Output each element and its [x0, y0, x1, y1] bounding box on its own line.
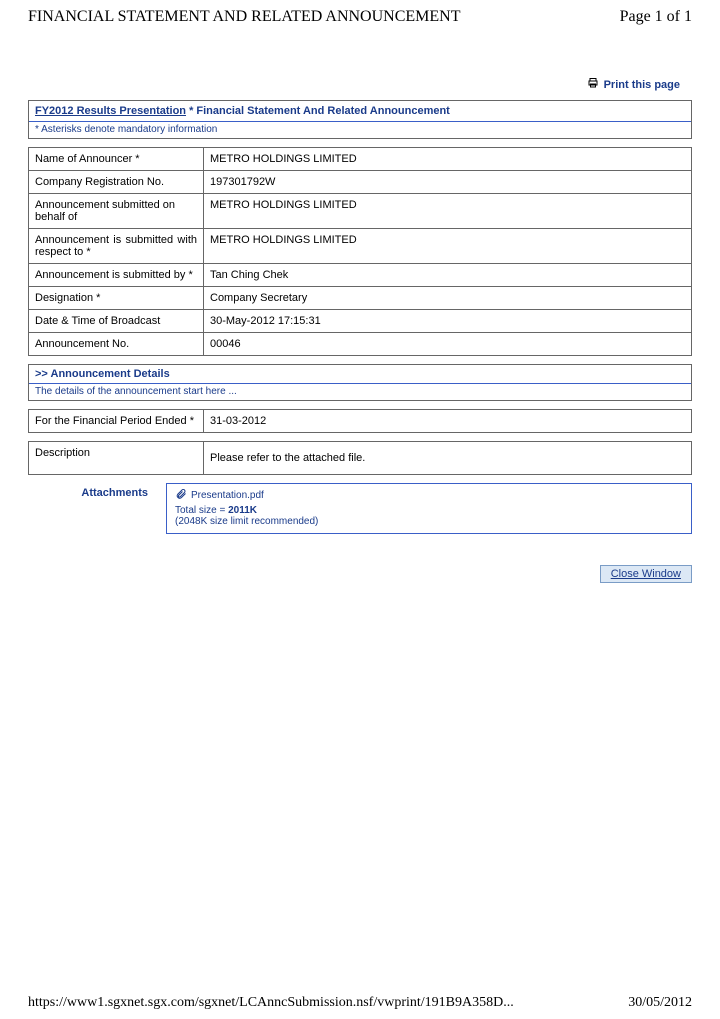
table-row: Name of Announcer *METRO HOLDINGS LIMITE… [29, 148, 692, 171]
page-header: FINANCIAL STATEMENT AND RELATED ANNOUNCE… [28, 8, 692, 26]
info-value: METRO HOLDINGS LIMITED [204, 148, 692, 171]
details-note: The details of the announcement start he… [29, 384, 691, 400]
presentation-link[interactable]: FY2012 Results Presentation [35, 105, 186, 117]
info-value: 30-May-2012 17:15:31 [204, 310, 692, 333]
info-label: Announcement submitted on behalf of [29, 194, 204, 229]
info-value: Company Secretary [204, 287, 692, 310]
mandatory-note: * Asterisks denote mandatory information [29, 122, 691, 138]
table-row: Announcement No.00046 [29, 333, 692, 356]
table-row: Designation *Company Secretary [29, 287, 692, 310]
close-window-button[interactable]: Close Window [600, 565, 692, 583]
table-row: Announcement is submitted by *Tan Ching … [29, 264, 692, 287]
table-row: Announcement submitted on behalf ofMETRO… [29, 194, 692, 229]
period-value: 31-03-2012 [204, 410, 692, 433]
page-footer: https://www1.sgxnet.sgx.com/sgxnet/LCAnn… [28, 995, 692, 1011]
announcement-title: FY2012 Results Presentation * Financial … [29, 101, 691, 122]
details-header-box: >> Announcement Details The details of t… [28, 364, 692, 401]
table-row: Description Please refer to the attached… [29, 442, 692, 475]
table-row: Company Registration No.197301792W [29, 171, 692, 194]
details-title: >> Announcement Details [29, 365, 691, 384]
footer-url: https://www1.sgxnet.sgx.com/sgxnet/LCAnn… [28, 995, 514, 1011]
print-link[interactable]: Print this page [586, 77, 680, 92]
info-label: Announcement No. [29, 333, 204, 356]
attachments-row: Attachments Presentation.pdf Total size … [28, 483, 692, 534]
description-value: Please refer to the attached file. [204, 442, 692, 475]
table-row: Date & Time of Broadcast30-May-2012 17:1… [29, 310, 692, 333]
info-label: Designation * [29, 287, 204, 310]
info-label: Date & Time of Broadcast [29, 310, 204, 333]
announcement-category: * Financial Statement And Related Announ… [186, 105, 450, 117]
page-number: Page 1 of 1 [620, 8, 692, 26]
info-value: 00046 [204, 333, 692, 356]
table-row: For the Financial Period Ended * 31-03-2… [29, 410, 692, 433]
info-table: Name of Announcer *METRO HOLDINGS LIMITE… [28, 147, 692, 356]
attachment-filename: Presentation.pdf [191, 490, 264, 501]
printer-icon [586, 77, 600, 92]
info-label: Company Registration No. [29, 171, 204, 194]
info-label: Name of Announcer * [29, 148, 204, 171]
attachment-limit: (2048K size limit recommended) [175, 516, 683, 527]
print-label: Print this page [604, 79, 680, 91]
footer-date: 30/05/2012 [628, 995, 692, 1011]
info-label: Announcement is submitted with respect t… [29, 229, 204, 264]
info-value: METRO HOLDINGS LIMITED [204, 194, 692, 229]
attachments-label: Attachments [28, 483, 148, 534]
announcement-header-box: FY2012 Results Presentation * Financial … [28, 100, 692, 139]
attachment-size: Total size = 2011K [175, 505, 683, 516]
period-table: For the Financial Period Ended * 31-03-2… [28, 409, 692, 433]
table-row: Announcement is submitted with respect t… [29, 229, 692, 264]
page-title: FINANCIAL STATEMENT AND RELATED ANNOUNCE… [28, 8, 460, 26]
description-table: Description Please refer to the attached… [28, 441, 692, 475]
info-value: 197301792W [204, 171, 692, 194]
info-value: Tan Ching Chek [204, 264, 692, 287]
info-value: METRO HOLDINGS LIMITED [204, 229, 692, 264]
paperclip-icon [175, 488, 187, 503]
period-label: For the Financial Period Ended * [29, 410, 204, 433]
attachments-box: Presentation.pdf Total size = 2011K (204… [166, 483, 692, 534]
attachment-file-link[interactable]: Presentation.pdf [175, 488, 264, 503]
info-label: Announcement is submitted by * [29, 264, 204, 287]
description-label: Description [29, 442, 204, 475]
